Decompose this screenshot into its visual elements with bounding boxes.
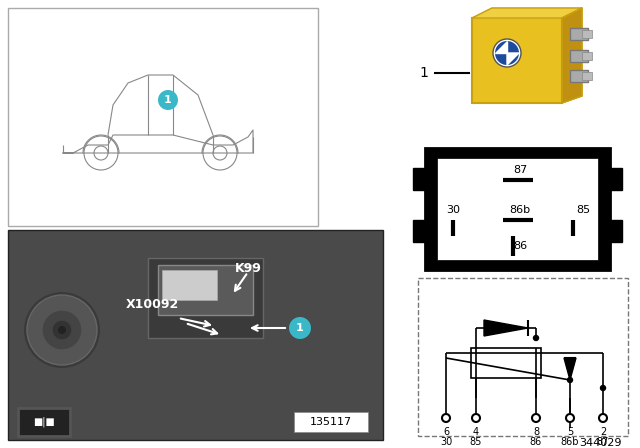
Bar — [437, 158, 598, 260]
Circle shape — [52, 320, 72, 340]
Circle shape — [472, 414, 480, 422]
Circle shape — [566, 414, 574, 422]
Text: 86b: 86b — [509, 205, 531, 215]
Bar — [582, 30, 592, 38]
Circle shape — [442, 414, 450, 422]
Bar — [608, 168, 622, 190]
Text: 1: 1 — [164, 95, 172, 105]
Circle shape — [532, 414, 540, 422]
Circle shape — [24, 292, 100, 368]
Polygon shape — [495, 41, 507, 53]
Text: X10092: X10092 — [125, 298, 179, 311]
Bar — [472, 18, 562, 103]
Circle shape — [493, 39, 521, 67]
Circle shape — [158, 90, 178, 110]
Circle shape — [599, 414, 607, 422]
Circle shape — [600, 385, 605, 391]
Polygon shape — [472, 8, 582, 18]
Text: 86: 86 — [513, 241, 527, 251]
Circle shape — [495, 41, 519, 65]
Text: 1: 1 — [296, 323, 304, 333]
Bar — [18, 408, 70, 436]
Polygon shape — [562, 8, 582, 103]
Text: 1: 1 — [420, 66, 428, 80]
Text: 30: 30 — [440, 437, 452, 447]
Bar — [413, 168, 427, 190]
Bar — [425, 148, 610, 270]
Bar — [162, 270, 217, 300]
Bar — [570, 70, 588, 82]
Text: K99: K99 — [235, 262, 261, 275]
Text: 87: 87 — [597, 437, 609, 447]
Text: ■|■: ■|■ — [33, 417, 55, 427]
Circle shape — [58, 326, 66, 334]
Bar — [570, 50, 588, 62]
Text: 344029: 344029 — [579, 438, 621, 448]
Text: 85: 85 — [470, 437, 482, 447]
Text: 86b: 86b — [561, 437, 579, 447]
Circle shape — [289, 317, 311, 339]
Bar — [570, 28, 588, 40]
Text: 30: 30 — [446, 205, 460, 215]
Bar — [148, 258, 263, 338]
Text: 85: 85 — [576, 205, 590, 215]
Circle shape — [42, 310, 82, 350]
Polygon shape — [564, 358, 576, 380]
Text: 2: 2 — [600, 427, 606, 437]
Polygon shape — [507, 53, 519, 65]
Bar — [8, 230, 383, 440]
Bar — [608, 220, 622, 242]
Bar — [418, 278, 628, 436]
Polygon shape — [484, 320, 528, 336]
Text: 87: 87 — [513, 165, 527, 175]
Bar — [8, 8, 318, 226]
Circle shape — [568, 378, 573, 383]
Bar — [582, 52, 592, 60]
Bar — [582, 72, 592, 80]
Circle shape — [534, 336, 538, 340]
Text: 5: 5 — [567, 427, 573, 437]
Text: 135117: 135117 — [310, 417, 352, 427]
Bar — [471, 348, 541, 378]
Circle shape — [27, 295, 97, 365]
Text: 8: 8 — [533, 427, 539, 437]
Bar — [294, 412, 368, 432]
Text: 4: 4 — [473, 427, 479, 437]
Text: 86: 86 — [530, 437, 542, 447]
Bar — [413, 220, 427, 242]
Text: 6: 6 — [443, 427, 449, 437]
Bar — [158, 265, 253, 315]
